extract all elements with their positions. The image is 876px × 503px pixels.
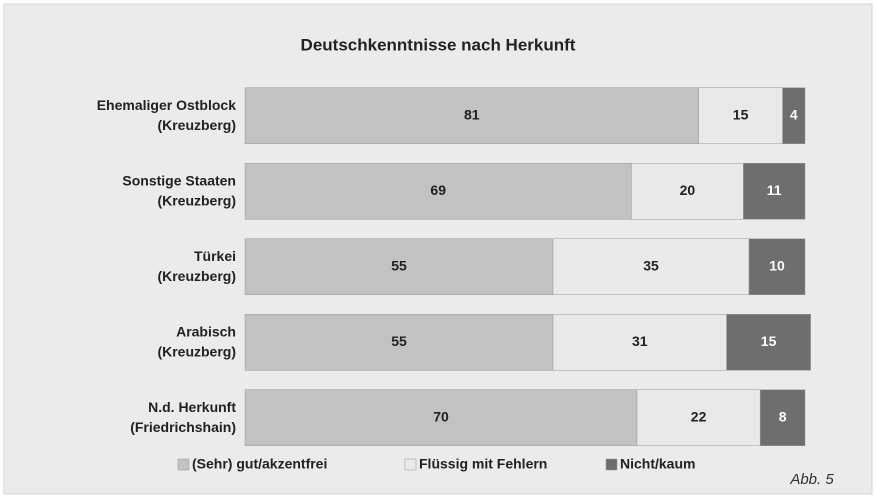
bar-segment	[552, 314, 727, 371]
y-tick-label: Türkei (Kreuzberg)	[157, 247, 236, 283]
bar-segment	[726, 314, 811, 371]
y-tick-label: Sonstige Staaten (Kreuzberg)	[122, 172, 236, 208]
value-label: 35	[643, 257, 659, 273]
value-label: 20	[680, 182, 696, 198]
value-label: 15	[761, 333, 777, 349]
bar-segment	[244, 238, 554, 295]
y-tick-label: Ehemaliger Ostblock (Kreuzberg)	[97, 96, 236, 132]
bar-segment	[698, 87, 783, 144]
bar-segment	[782, 87, 806, 144]
value-label: 22	[691, 408, 707, 424]
y-tick-label: N.d. Herkunft (Friedrichshain)	[130, 398, 236, 434]
legend-label: Nicht/kaum	[620, 456, 695, 472]
bar-segment	[743, 163, 806, 220]
legend-label: (Sehr) gut/akzentfrei	[192, 456, 327, 472]
value-label: 10	[769, 257, 785, 273]
y-tick-label: Arabisch (Kreuzberg)	[157, 323, 236, 359]
legend-swatch	[177, 458, 190, 471]
bar-segment	[244, 163, 632, 220]
value-label: 69	[430, 182, 446, 198]
value-label: 11	[767, 182, 782, 198]
value-label: 55	[391, 333, 407, 349]
legend-swatch	[605, 458, 618, 471]
bar-segment	[748, 238, 806, 295]
legend-swatch	[404, 458, 417, 471]
bar-segment	[244, 389, 638, 446]
value-label: 4	[790, 106, 798, 122]
value-label: 70	[433, 408, 449, 424]
value-label: 81	[464, 106, 480, 122]
value-label: 31	[632, 333, 648, 349]
value-label: 15	[733, 106, 749, 122]
chart-title: Deutschkenntnisse nach Herkunft	[301, 35, 576, 54]
value-label: 55	[391, 257, 407, 273]
bar-segment	[244, 314, 554, 371]
bar-segment	[759, 389, 806, 446]
annotation: Abb. 5	[789, 471, 834, 488]
value-label: 8	[779, 408, 787, 424]
legend-label: Flüssig mit Fehlern	[419, 456, 547, 472]
bar-segment	[636, 389, 761, 446]
